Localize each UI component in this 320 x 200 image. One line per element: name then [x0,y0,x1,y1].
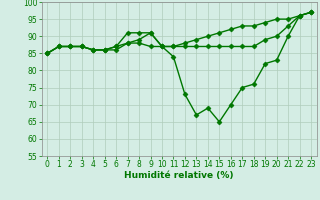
X-axis label: Humidité relative (%): Humidité relative (%) [124,171,234,180]
